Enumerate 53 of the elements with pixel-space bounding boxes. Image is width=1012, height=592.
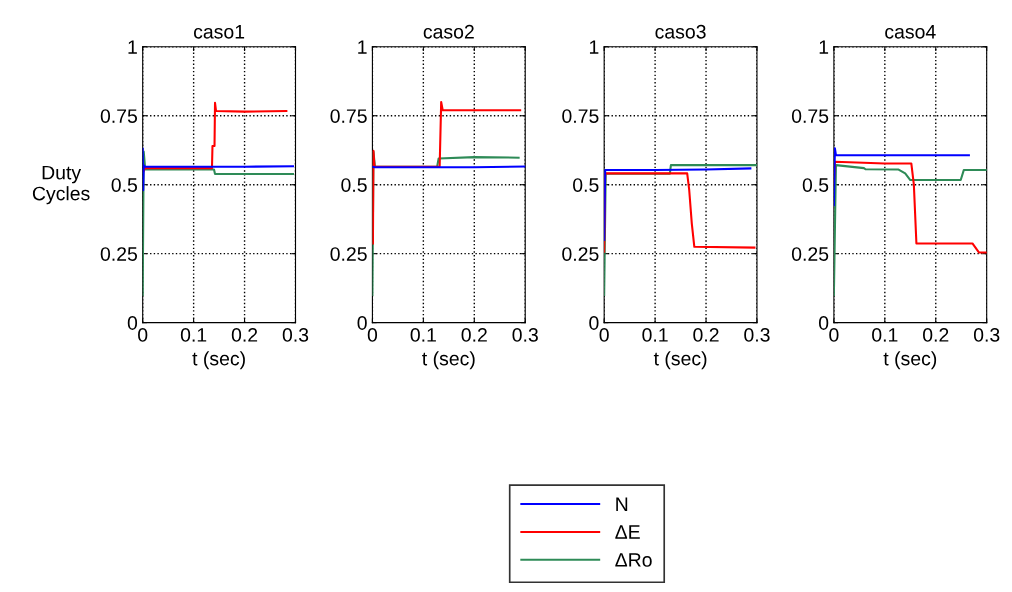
line-series xyxy=(142,150,294,297)
y-tick-label: 1 xyxy=(358,40,367,54)
legend-label: ΔE xyxy=(615,525,640,539)
x-tick-label: 0.2 xyxy=(461,328,487,342)
line-series xyxy=(833,160,987,254)
y-tick-label: 1 xyxy=(589,40,599,54)
line-series xyxy=(833,164,987,297)
y-tick-label: 0 xyxy=(589,316,599,330)
line-series xyxy=(142,147,294,192)
chart-title: caso1 xyxy=(193,25,245,39)
chart-title: caso3 xyxy=(655,24,706,39)
x-tick-label: 0.1 xyxy=(642,328,668,342)
x-tick-label: 0.1 xyxy=(872,328,898,342)
x-axis-title: t (sec) xyxy=(422,351,475,370)
y-tick-label: 0.25 xyxy=(100,247,138,261)
x-tick-label: 0.3 xyxy=(512,328,538,342)
y-tick-label: 1 xyxy=(819,40,829,54)
x-axis-title: t (sec) xyxy=(653,351,707,370)
x-tick-label: 0 xyxy=(599,328,609,342)
x-tick-label: 0.2 xyxy=(923,328,949,342)
x-tick-label: 0.2 xyxy=(231,328,258,342)
y-tick-label: 0 xyxy=(357,316,367,330)
y-tick-label: 0 xyxy=(818,316,829,330)
y-tick-label: 0.25 xyxy=(791,247,829,261)
x-tick-label: 0 xyxy=(367,328,378,342)
legend-label: N xyxy=(616,497,628,511)
y-tick-label: 0.5 xyxy=(802,178,829,192)
line-series xyxy=(142,101,288,172)
x-tick-label: 0.1 xyxy=(410,328,436,342)
x-axis-title: t (sec) xyxy=(192,351,245,370)
chart-title: caso2 xyxy=(423,24,474,39)
y-tick-label: 0.75 xyxy=(791,109,829,123)
x-tick-label: 0.3 xyxy=(282,328,309,342)
y-tick-label: 0 xyxy=(127,316,138,330)
y-tick-label: 1 xyxy=(128,40,137,54)
y-tick-label: 0.5 xyxy=(341,178,367,192)
y-tick-label: 0.75 xyxy=(100,109,138,123)
x-axis-title: t (sec) xyxy=(883,351,937,370)
legend-label: ΔRo xyxy=(615,553,652,567)
x-tick-label: 0 xyxy=(829,328,839,342)
y-axis-title: Duty Cycles xyxy=(32,165,90,205)
chart-title: caso4 xyxy=(885,25,936,39)
y-tick-label: 0.25 xyxy=(330,247,367,261)
y-tick-label: 0.75 xyxy=(562,109,599,123)
y-tick-label: 0.5 xyxy=(111,178,138,192)
y-tick-label: 0.5 xyxy=(573,178,599,192)
y-tick-label: 0.25 xyxy=(562,247,599,261)
x-tick-label: 0.2 xyxy=(693,328,719,342)
y-tick-label: 0.75 xyxy=(330,109,367,123)
x-tick-label: 0.3 xyxy=(744,328,770,342)
x-tick-label: 0 xyxy=(138,328,148,342)
x-tick-label: 0.1 xyxy=(180,328,207,342)
x-tick-label: 0.3 xyxy=(973,328,1000,342)
